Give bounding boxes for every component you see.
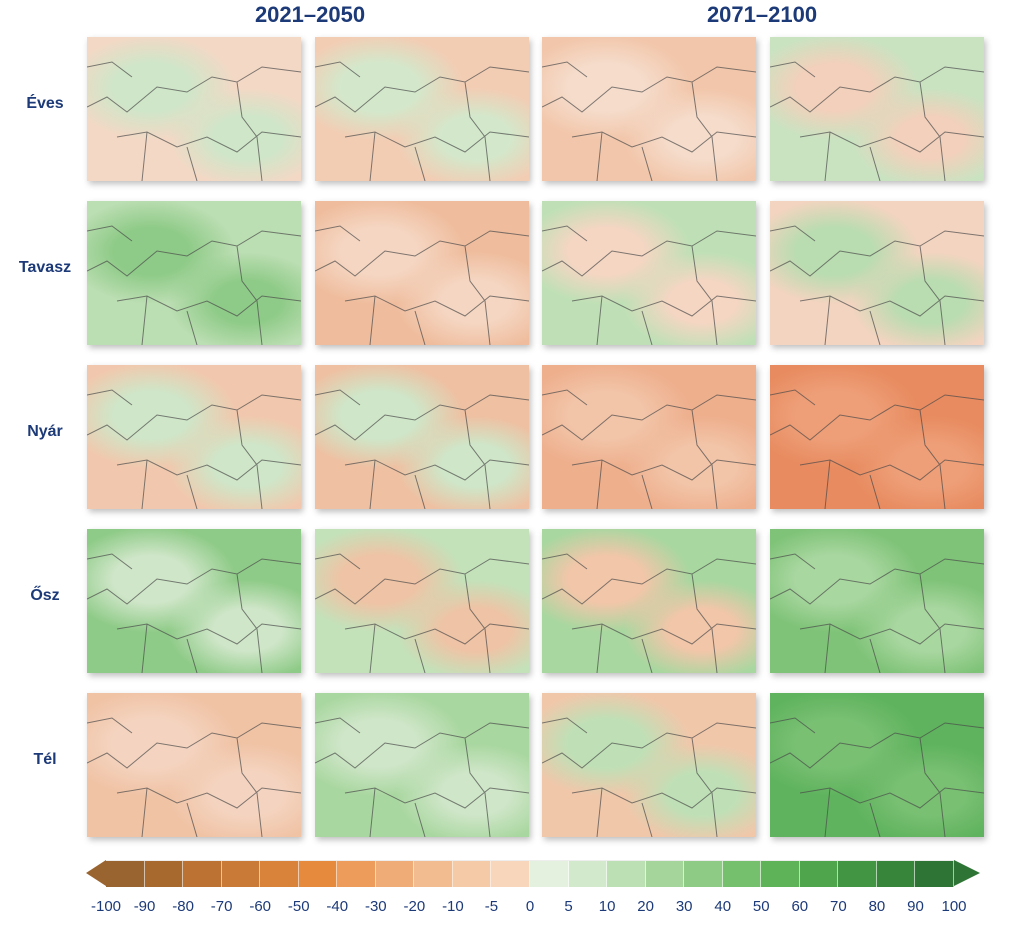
- colorbar-segment: [568, 861, 608, 887]
- colorbar-tick-label: 5: [564, 898, 573, 915]
- country-borders: [542, 61, 756, 181]
- country-borders: [315, 61, 529, 181]
- colorbar-tick-label: -20: [403, 898, 426, 915]
- colorbar-tick-label: -10: [442, 898, 464, 915]
- map-panel-r3-c0: [87, 529, 301, 673]
- colorbar-segment: [221, 861, 261, 887]
- colorbar-tick-label: 100: [941, 898, 967, 915]
- country-borders: [770, 225, 984, 345]
- colorbar-tick-label: 90: [907, 898, 924, 915]
- colorbar-segment: [183, 861, 222, 887]
- country-borders: [542, 389, 756, 509]
- colorbar-tick-label: 10: [598, 898, 616, 915]
- map-panel-r4-c2: [542, 693, 756, 837]
- colorbar-tick-label: 20: [637, 898, 654, 915]
- country-borders: [315, 389, 529, 509]
- colorbar-high-arrow: [954, 860, 980, 886]
- map-panel-r0-c3: [770, 37, 984, 181]
- colorbar-tick-label: 60: [791, 898, 809, 915]
- map-panel-r3-c2: [542, 529, 756, 673]
- country-borders: [770, 553, 984, 673]
- colorbar-tick-label: 70: [830, 898, 847, 915]
- colorbar-segment: [491, 861, 531, 887]
- map-panel-r2-c2: [542, 365, 756, 509]
- country-borders: [770, 717, 984, 837]
- colorbar-segment: [722, 861, 762, 887]
- colorbar-segment: [799, 861, 839, 887]
- colorbar-tick-label: -80: [172, 898, 194, 915]
- colorbar-tick-label: 80: [868, 898, 886, 915]
- colorbar-segment: [645, 861, 685, 887]
- colorbar-tick-label: 0: [525, 898, 535, 915]
- colorbar-tick-label: -30: [364, 898, 387, 915]
- country-borders: [87, 61, 301, 181]
- colorbar-tick-label: -70: [210, 898, 233, 915]
- colorbar-segment: [876, 861, 916, 887]
- map-panel-r0-c1: [315, 37, 529, 181]
- map-panel-r2-c0: [87, 365, 301, 509]
- map-panel-r1-c2: [542, 201, 756, 345]
- colorbar-segment: [298, 861, 338, 887]
- colorbar-segment: [414, 861, 453, 887]
- map-panel-r1-c0: [87, 201, 301, 345]
- colorbar-segment: [915, 861, 955, 887]
- country-borders: [87, 389, 301, 509]
- map-panel-r3-c1: [315, 529, 529, 673]
- colorbar-tick-label: -60: [249, 898, 272, 915]
- colorbar-tick-label: -5: [484, 898, 499, 915]
- country-borders: [542, 553, 756, 673]
- colorbar-tick-label: 40: [714, 898, 732, 915]
- row-label-0: Éves: [26, 95, 64, 112]
- colorbar-tick-label: 30: [675, 898, 693, 915]
- country-borders: [770, 389, 984, 509]
- colorbar: [106, 860, 955, 887]
- map-panel-r4-c3: [770, 693, 984, 837]
- map-panel-r4-c1: [315, 693, 529, 837]
- map-panel-r2-c3: [770, 365, 984, 509]
- country-borders: [315, 717, 529, 837]
- map-panel-r3-c3: [770, 529, 984, 673]
- row-label-2: Nyár: [27, 423, 63, 440]
- map-panel-r1-c3: [770, 201, 984, 345]
- period-header-2021-2050: 2021–2050: [254, 2, 366, 27]
- map-panel-r4-c0: [87, 693, 301, 837]
- country-borders: [542, 225, 756, 345]
- period-header-2071-2100: 2071–2100: [706, 2, 818, 27]
- colorbar-tick-label: -100: [90, 898, 122, 915]
- colorbar-segment: [106, 861, 145, 887]
- colorbar-segment: [607, 861, 646, 887]
- row-label-1: Tavasz: [18, 259, 72, 276]
- country-borders: [87, 717, 301, 837]
- colorbar-segment: [144, 861, 184, 887]
- colorbar-segment: [260, 861, 299, 887]
- map-panel-r0-c0: [87, 37, 301, 181]
- colorbar-segment: [761, 861, 800, 887]
- colorbar-tick-label: -40: [326, 898, 349, 915]
- colorbar-low-arrow: [86, 860, 106, 886]
- colorbar-segment: [337, 861, 376, 887]
- country-borders: [315, 225, 529, 345]
- map-panel-r0-c2: [542, 37, 756, 181]
- country-borders: [87, 225, 301, 345]
- country-borders: [315, 553, 529, 673]
- country-borders: [770, 61, 984, 181]
- colorbar-tick-label: -50: [287, 898, 310, 915]
- country-borders: [542, 717, 756, 837]
- map-panel-r2-c1: [315, 365, 529, 509]
- colorbar-segment: [684, 861, 723, 887]
- colorbar-segment: [838, 861, 877, 887]
- row-label-3: Ősz: [30, 587, 60, 604]
- map-panel-r1-c1: [315, 201, 529, 345]
- colorbar-segment: [375, 861, 415, 887]
- colorbar-tick-label: -90: [133, 898, 156, 915]
- colorbar-segment: [530, 861, 569, 887]
- colorbar-tick-label: 50: [752, 898, 770, 915]
- colorbar-segment: [452, 861, 492, 887]
- country-borders: [87, 553, 301, 673]
- row-label-4: Tél: [33, 751, 57, 768]
